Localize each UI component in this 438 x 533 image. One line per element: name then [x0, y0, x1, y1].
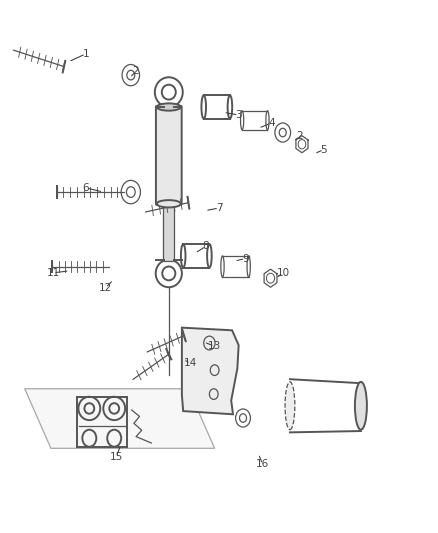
Text: 8: 8: [203, 241, 209, 251]
Text: 6: 6: [82, 183, 89, 193]
Ellipse shape: [157, 200, 181, 207]
Text: 15: 15: [110, 452, 123, 462]
Bar: [163, 204, 174, 261]
Text: 11: 11: [46, 268, 60, 278]
Ellipse shape: [355, 382, 367, 430]
FancyBboxPatch shape: [156, 106, 182, 205]
Text: 2: 2: [133, 67, 139, 76]
Text: 12: 12: [99, 283, 112, 293]
Text: 16: 16: [256, 459, 269, 469]
Ellipse shape: [285, 382, 295, 430]
Text: 3: 3: [235, 110, 242, 120]
Ellipse shape: [157, 103, 181, 111]
Text: 14: 14: [184, 358, 197, 368]
Polygon shape: [182, 328, 239, 414]
Text: 10: 10: [277, 268, 290, 278]
Text: 7: 7: [215, 203, 223, 213]
Text: 13: 13: [208, 341, 221, 351]
Text: 2: 2: [297, 131, 303, 141]
Polygon shape: [25, 389, 215, 448]
Text: 4: 4: [268, 118, 275, 128]
Text: 1: 1: [82, 49, 89, 59]
Text: 5: 5: [321, 144, 327, 155]
Text: 9: 9: [242, 254, 248, 263]
